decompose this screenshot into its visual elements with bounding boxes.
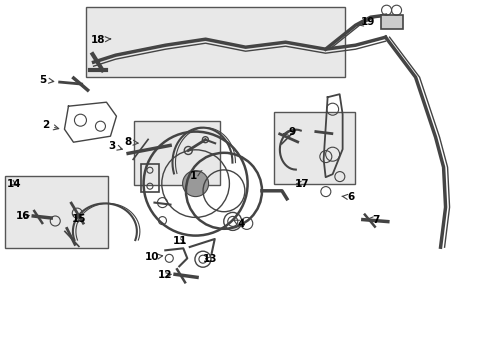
Text: 12: 12 — [158, 270, 172, 280]
Text: 2: 2 — [42, 120, 59, 130]
Text: 9: 9 — [283, 127, 295, 138]
Bar — [5, 176, 107, 248]
Bar — [134, 121, 220, 185]
Text: 6: 6 — [341, 192, 354, 202]
Text: 19: 19 — [357, 17, 374, 27]
Text: 5: 5 — [40, 75, 54, 85]
Text: 15: 15 — [72, 214, 86, 224]
Circle shape — [182, 171, 208, 197]
Text: 14: 14 — [6, 179, 21, 189]
Text: 16: 16 — [16, 211, 31, 221]
Text: 1: 1 — [189, 171, 202, 181]
Text: 17: 17 — [294, 179, 309, 189]
Text: 13: 13 — [203, 254, 217, 264]
Bar — [273, 112, 354, 184]
Text: 11: 11 — [172, 236, 187, 246]
Text: 7: 7 — [367, 215, 379, 225]
Text: 18: 18 — [90, 35, 111, 45]
Text: 8: 8 — [124, 137, 138, 147]
Text: 3: 3 — [108, 141, 122, 151]
Bar — [141, 164, 159, 192]
Text: 10: 10 — [144, 252, 163, 262]
Text: 4: 4 — [233, 219, 244, 229]
Bar — [85, 7, 344, 77]
Bar — [380, 15, 402, 29]
